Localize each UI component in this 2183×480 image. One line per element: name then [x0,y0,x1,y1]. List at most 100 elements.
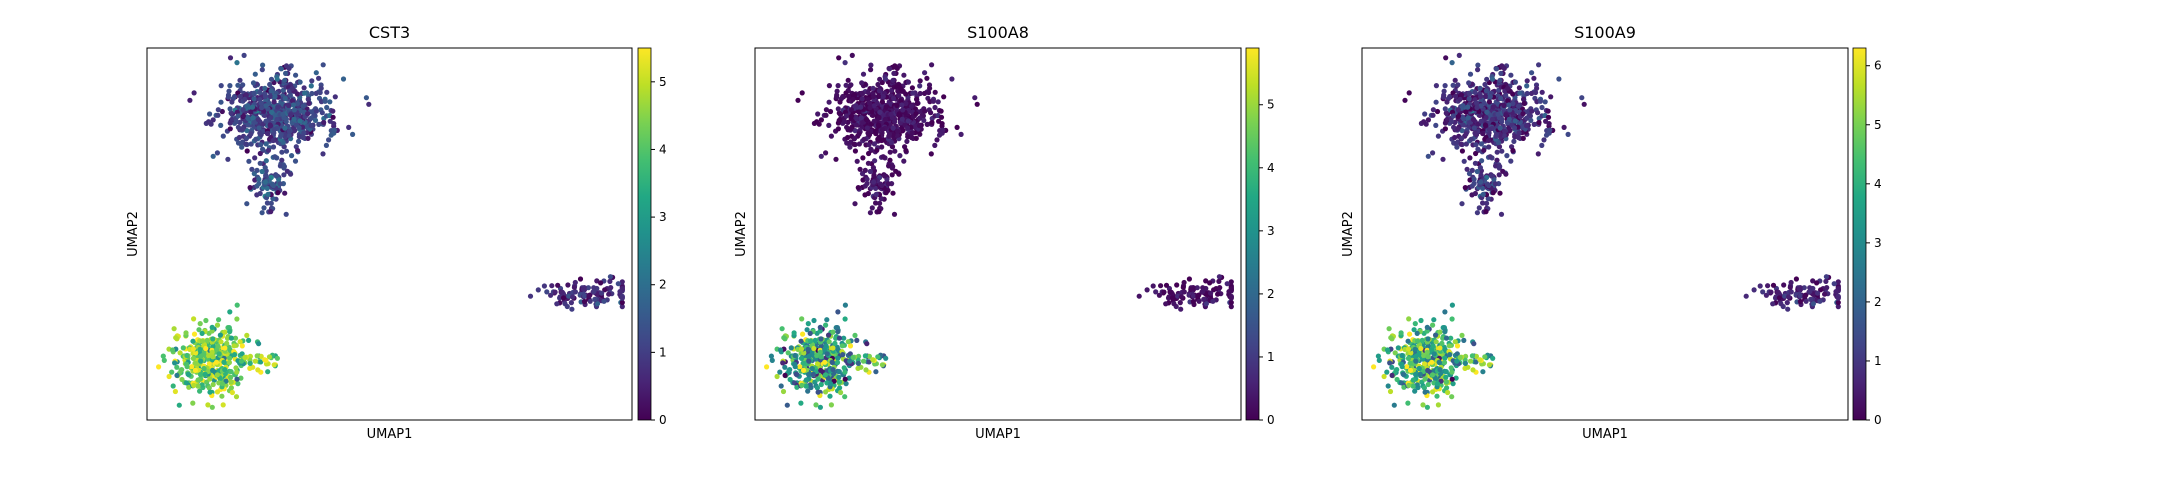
cell-point [209,349,215,355]
cell-point [1478,141,1484,147]
cell-point [219,108,225,115]
cell-point [1765,283,1771,289]
cell-point [930,98,937,104]
cell-point [889,143,895,150]
cell-point [835,83,841,89]
cell-point [586,293,592,299]
cell-point [866,150,872,157]
cell-point [1478,179,1484,185]
cell-point [173,335,179,341]
cell-point [917,78,923,84]
cell-point [845,339,851,345]
cell-point [864,176,870,182]
cell-point [1177,300,1183,306]
cell-point [274,76,280,82]
cell-point [275,190,281,196]
cell-point [1437,345,1443,351]
cell-point [282,190,288,196]
cell-point [282,125,288,131]
cell-point [282,95,288,101]
cell-point [1471,125,1477,131]
cell-point [264,130,270,137]
cell-point [247,360,253,366]
cell-point [1534,85,1540,91]
cell-point [1178,294,1185,300]
cell-point [272,93,278,100]
cell-point [804,327,810,333]
cell-point [842,302,849,308]
cell-point [883,190,889,196]
cell-point [835,355,841,361]
cell-point [826,83,833,89]
cell-point [871,118,877,124]
cell-point [1511,125,1518,131]
cell-point [244,332,250,338]
cell-point [1770,282,1777,288]
cell-point [847,358,853,364]
cell-point [1153,289,1159,295]
cell-point [806,353,812,359]
cell-point [1498,70,1504,76]
cell-point [1473,150,1479,157]
cell-point [259,105,265,111]
cell-point [272,154,278,160]
cell-point [249,104,256,110]
cell-point [555,282,561,288]
cell-point [1210,298,1216,304]
cell-point [226,325,232,331]
cell-point [231,352,238,358]
cell-point [189,364,195,370]
cell-point [1420,402,1426,408]
cell-point [161,357,167,363]
cell-point [818,336,824,342]
cell-point [281,163,287,170]
cell-point [295,100,301,107]
cell-point [860,177,866,183]
cell-point [875,122,882,128]
cell-point [1484,200,1490,206]
cell-point [835,106,841,112]
cell-point [1803,298,1809,304]
cell-point [1381,373,1387,380]
cell-point [774,373,780,380]
cell-point [864,341,870,347]
cell-point [852,201,858,207]
cell-point [214,322,221,328]
cell-point [800,367,807,373]
cell-point [818,354,824,360]
cell-point [817,349,823,355]
cell-point [1579,95,1585,101]
cell-point [275,104,281,110]
cell-point [1429,372,1436,378]
cell-point [222,367,228,373]
cell-point [896,92,902,98]
cell-point [587,298,593,304]
cell-point [842,376,848,382]
cell-point [232,93,238,100]
cell-point [242,354,248,360]
cell-point [1413,358,1419,364]
cell-point [1487,93,1493,100]
cell-point [270,144,277,150]
cell-point [1466,80,1472,86]
cell-point [240,126,246,132]
cell-point [1510,100,1516,107]
cell-point [250,364,256,370]
cell-point [244,148,250,154]
cell-point [229,99,235,105]
cell-point [1445,389,1451,396]
cell-point [843,82,849,88]
cell-point [1462,360,1468,366]
colorbar-tick-label: 5 [1267,98,1275,112]
cell-point [183,330,189,336]
cell-point [308,123,314,129]
cell-point [286,65,292,71]
cell-point [1810,278,1816,284]
cell-point [867,105,873,111]
cell-point [885,181,891,187]
cell-point [1760,289,1766,295]
cell-point [806,371,812,378]
cell-point [917,115,923,121]
cell-point [234,369,240,375]
cell-point [570,294,576,300]
